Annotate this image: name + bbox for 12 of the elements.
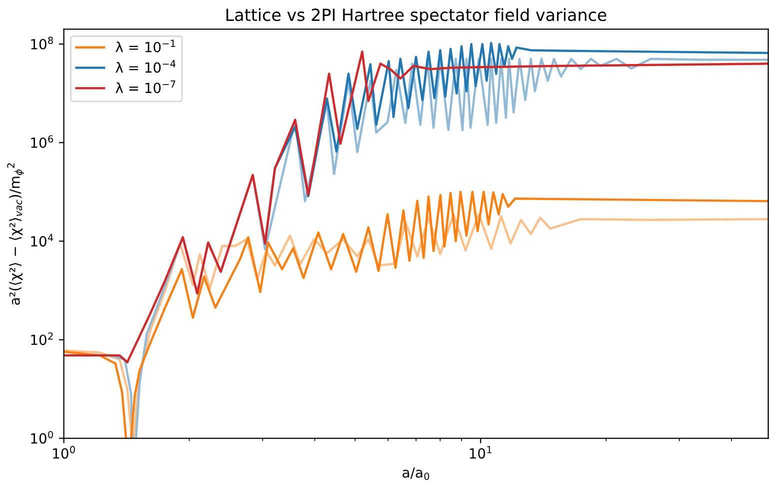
y-tick-label: 10$^{8}$ (31, 36, 53, 50)
y-axis-title: a²(⟨χ²⟩ − ⟨χ²⟩$_{vac}$)/m$_{ϕ}$$^{2}$ (7, 163, 24, 305)
chart-title: Lattice vs 2PI Hartree spectator field variance (226, 8, 606, 24)
y-tick-label: 10$^{6}$ (31, 135, 54, 148)
x-axis-title: a/a$_{0}$ (402, 467, 430, 480)
y-tick-label: 10$^{4}$ (31, 234, 54, 247)
legend-label: λ = 10$^{−7}$ (116, 80, 176, 94)
legend-label: λ = 10$^{−1}$ (116, 40, 176, 52)
legend-label: λ = 10$^{−4}$ (116, 60, 176, 73)
y-tick-label: 10$^{2}$ (31, 332, 53, 346)
x-tick-label: 10$^{1}$ (470, 446, 492, 459)
y-tick-label: 10$^{0}$ (31, 430, 54, 444)
